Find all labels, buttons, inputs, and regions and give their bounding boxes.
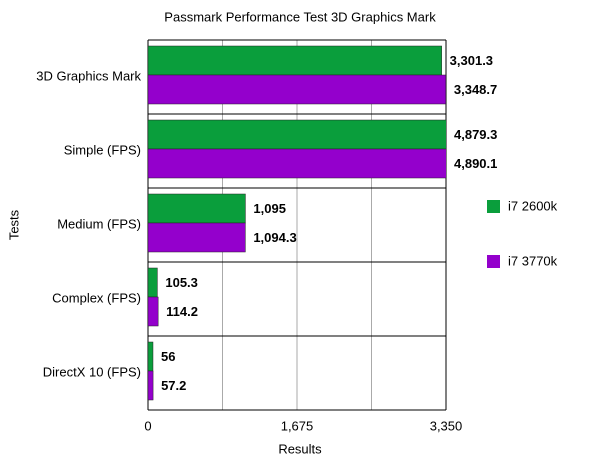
- bar: [148, 74, 446, 105]
- x-tick-label: 0: [144, 418, 151, 433]
- y-tick-label: Simple (FPS): [64, 142, 141, 157]
- y-tick-label: DirectX 10 (FPS): [43, 364, 141, 379]
- value-label: 56: [161, 349, 175, 364]
- bar: [148, 267, 158, 298]
- value-label: 3,348.7: [454, 82, 497, 97]
- y-tick-label: Medium (FPS): [57, 216, 141, 231]
- legend-label: i7 3770k: [508, 253, 558, 268]
- chart-title: Passmark Performance Test 3D Graphics Ma…: [164, 9, 436, 24]
- x-axis-title: Results: [278, 441, 322, 456]
- legend-swatch: [487, 200, 500, 213]
- bar: [148, 222, 246, 253]
- value-label: 3,301.3: [450, 53, 493, 68]
- y-tick-label: 3D Graphics Mark: [36, 68, 141, 83]
- bar: [148, 148, 446, 179]
- legend-swatch: [487, 255, 500, 268]
- value-label: 105.3: [165, 275, 198, 290]
- y-axis-title: Tests: [6, 209, 21, 240]
- bar: [148, 193, 246, 224]
- x-tick-label: 3,350: [430, 418, 463, 433]
- value-label: 1,094.3: [253, 230, 296, 245]
- legend-label: i7 2600k: [508, 198, 558, 213]
- y-tick-label: Complex (FPS): [52, 290, 141, 305]
- bar: [148, 370, 154, 401]
- bar: [148, 341, 154, 372]
- value-label: 4,879.3: [454, 127, 497, 142]
- value-label: 57.2: [161, 378, 186, 393]
- x-tick-label: 1,675: [281, 418, 314, 433]
- bar: [148, 119, 446, 150]
- bar: [148, 296, 159, 327]
- plot-bars: [148, 45, 446, 401]
- value-label: 1,095: [253, 201, 286, 216]
- value-label: 114.2: [166, 304, 198, 319]
- value-label: 4,890.1: [454, 156, 497, 171]
- bar: [148, 45, 442, 76]
